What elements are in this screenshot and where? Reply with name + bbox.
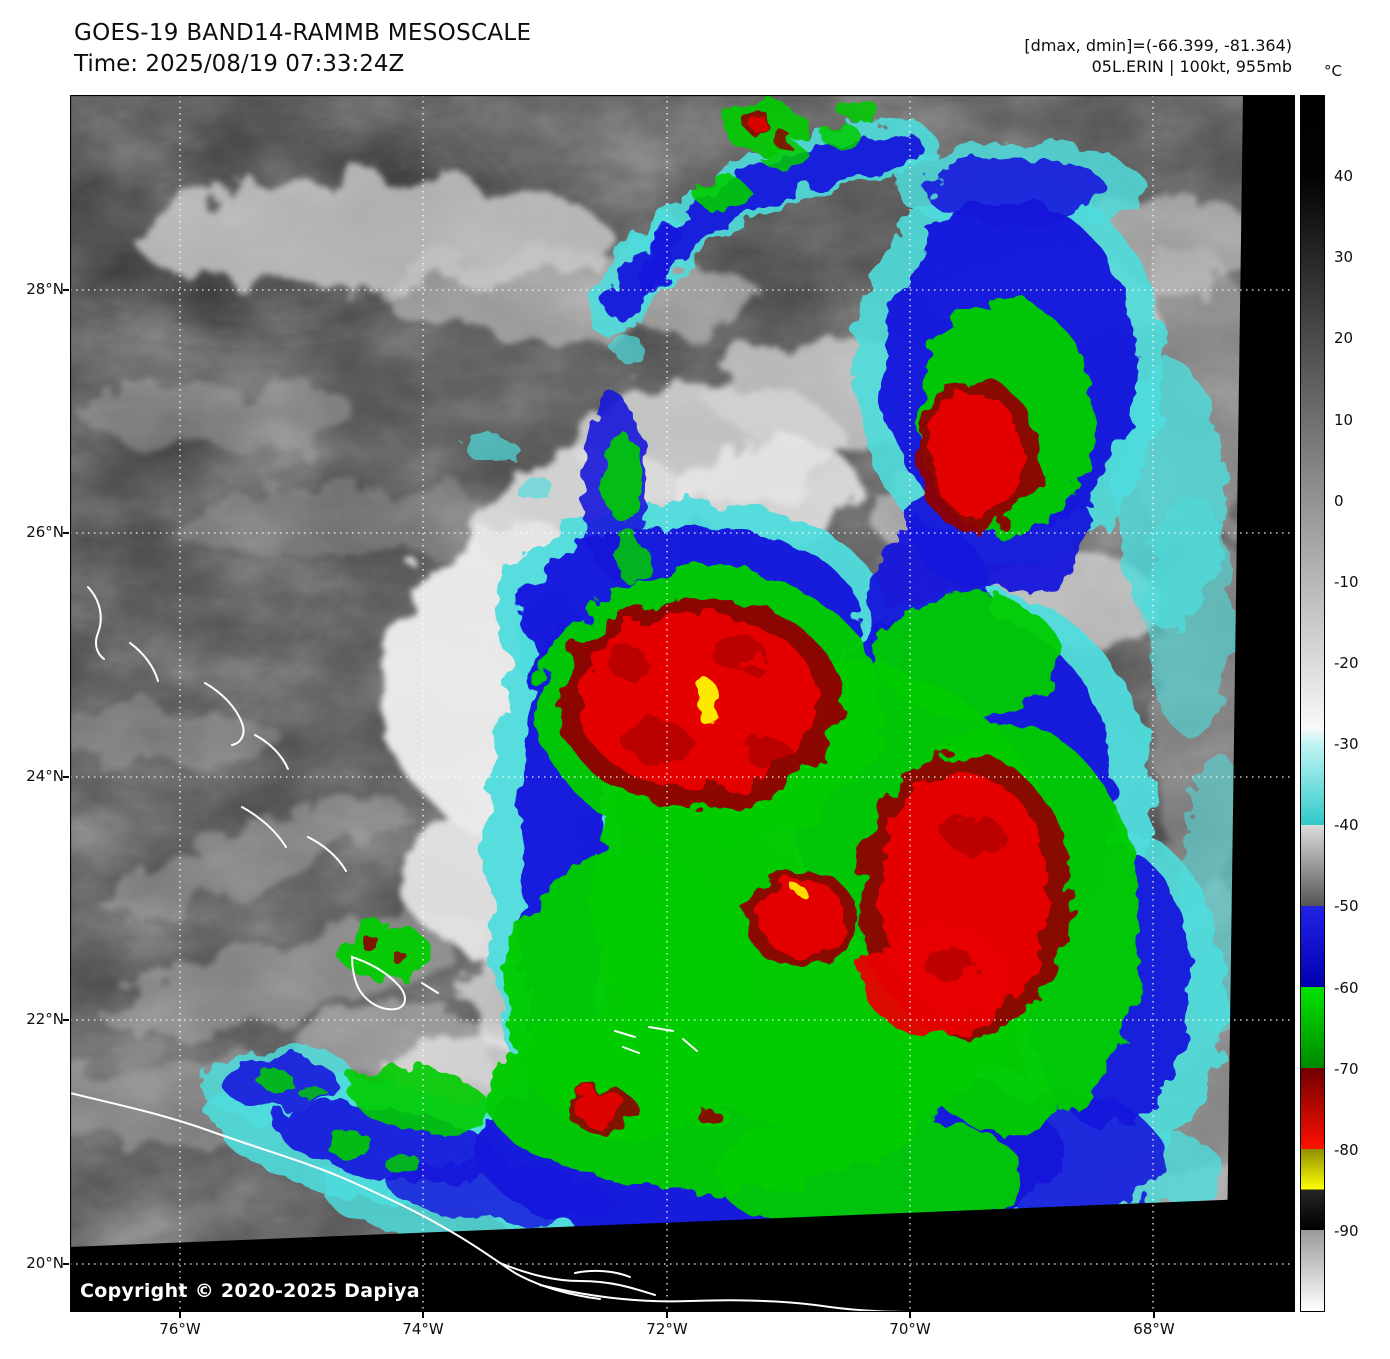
colorbar-tick-label: 20 <box>1334 329 1354 347</box>
satellite-map <box>70 95 1295 1312</box>
header-right-block: [dmax, dmin]=(-66.399, -81.364) 05L.ERIN… <box>1024 35 1292 77</box>
lat-tick-label: 26°N <box>26 523 64 541</box>
colorbar <box>1300 95 1325 1312</box>
axis-tick <box>422 1312 424 1318</box>
colorbar-tick-label: -50 <box>1334 897 1359 915</box>
map-border <box>70 95 1295 1312</box>
lat-tick-label: 28°N <box>26 280 64 298</box>
colorbar-tick-label: -80 <box>1334 1141 1359 1159</box>
axis-tick <box>63 776 69 778</box>
coastlines <box>70 586 916 1312</box>
axis-tick <box>1153 1312 1155 1318</box>
satellite-image <box>70 95 1295 1312</box>
axis-tick <box>63 1019 69 1021</box>
storm-info-label: 05L.ERIN | 100kt, 955mb <box>1091 57 1292 76</box>
colorbar-tick-label: -10 <box>1334 573 1359 591</box>
timestamp-label: Time: 2025/08/19 07:33:24Z <box>74 51 405 77</box>
lat-tick-label: 20°N <box>26 1254 64 1272</box>
lon-tick-label: 76°W <box>159 1320 201 1338</box>
axis-tick <box>63 532 69 534</box>
colorbar-tick-label: -40 <box>1334 816 1359 834</box>
axis-tick <box>63 1263 69 1265</box>
colorbar-tick-label: 0 <box>1334 492 1344 510</box>
colorbar-tick-label: -90 <box>1334 1222 1359 1240</box>
hispaniola-coastline <box>539 1284 916 1312</box>
lon-tick-label: 72°W <box>646 1320 688 1338</box>
cuba-coastline <box>70 1092 601 1300</box>
dmax-dmin-label: [dmax, dmin]=(-66.399, -81.364) <box>1024 36 1292 55</box>
copyright-label: Copyright © 2020-2025 Dapiya <box>80 1280 420 1302</box>
lat-tick-label: 24°N <box>26 767 64 785</box>
colorbar-tick-label: -70 <box>1334 1060 1359 1078</box>
lon-tick-label: 74°W <box>402 1320 444 1338</box>
yellow-layer <box>698 679 805 895</box>
colorbar-tick-label: -60 <box>1334 979 1359 997</box>
colorbar-tick-label: 40 <box>1334 167 1354 185</box>
lon-tick-label: 68°W <box>1133 1320 1175 1338</box>
red-detail-layer <box>608 637 1005 981</box>
axis-tick <box>666 1312 668 1318</box>
colorbar-gradient <box>1301 96 1324 1311</box>
lon-tick-label: 70°W <box>889 1320 931 1338</box>
colorbar-tick-label: -20 <box>1334 654 1359 672</box>
lat-tick-label: 22°N <box>26 1010 64 1028</box>
colorbar-tick-label: 10 <box>1334 411 1354 429</box>
axis-tick <box>179 1312 181 1318</box>
page-title: GOES-19 BAND14-RAMMB MESOSCALE <box>74 20 532 46</box>
colorbar-tick-label: -30 <box>1334 735 1359 753</box>
cuba-south-coastline <box>499 1262 656 1296</box>
axis-tick <box>909 1312 911 1318</box>
bahamas-coastline <box>87 586 347 872</box>
colorbar-unit-label: °C <box>1324 62 1342 80</box>
gridlines <box>70 95 1295 1312</box>
colorbar-tick-label: 30 <box>1334 248 1354 266</box>
tortuga-coastline <box>574 1269 631 1278</box>
turks-caicos-coastline <box>614 1026 698 1054</box>
axis-tick <box>63 289 69 291</box>
inagua-coastline <box>350 955 439 1011</box>
scan-edge-mask <box>70 95 1295 1312</box>
